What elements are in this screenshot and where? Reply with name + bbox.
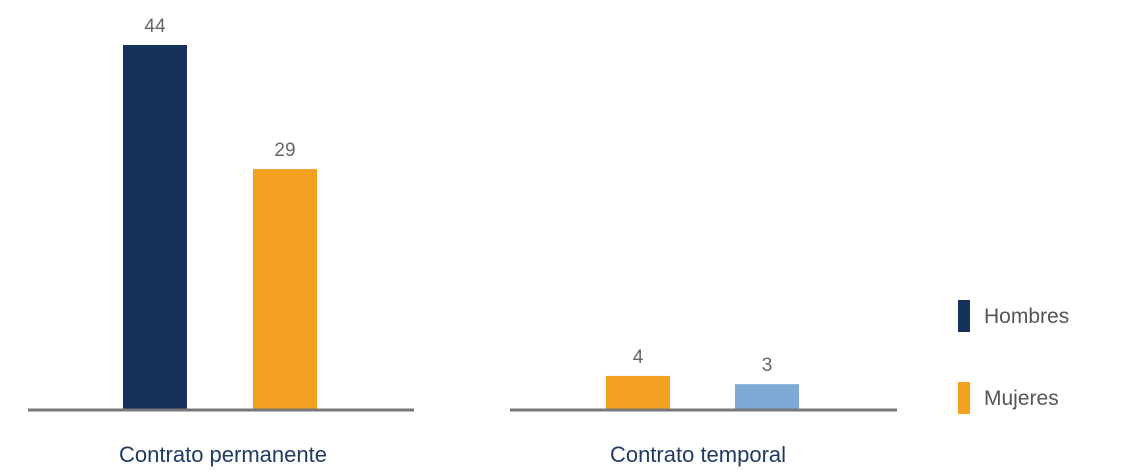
bar — [606, 375, 670, 409]
category-label: Contrato temporal — [610, 442, 786, 467]
bar-value-label: 3 — [762, 355, 773, 376]
chart-panels: 44 29 Contrato permanente 4 3 Contrato tempor… — [28, 16, 897, 467]
bar — [253, 169, 317, 409]
bar-value-label: 4 — [633, 347, 644, 368]
chart-panel-1: 44 29 Contrato permanente — [28, 16, 414, 467]
legend-swatch-hombres — [958, 300, 970, 332]
legend-label-hombres: Hombres — [984, 305, 1069, 328]
legend-label-mujeres: Mujeres — [984, 387, 1059, 410]
legend-swatch-mujeres — [958, 382, 970, 414]
bar — [735, 384, 799, 409]
chart-panel-2: 4 3 Contrato temporal — [510, 347, 897, 467]
category-label: Contrato permanente — [119, 442, 327, 467]
bar — [123, 45, 187, 409]
bar-value-label: 29 — [274, 140, 295, 161]
legend: Hombres Mujeres — [958, 300, 1069, 414]
bar-value-label: 44 — [144, 16, 166, 37]
